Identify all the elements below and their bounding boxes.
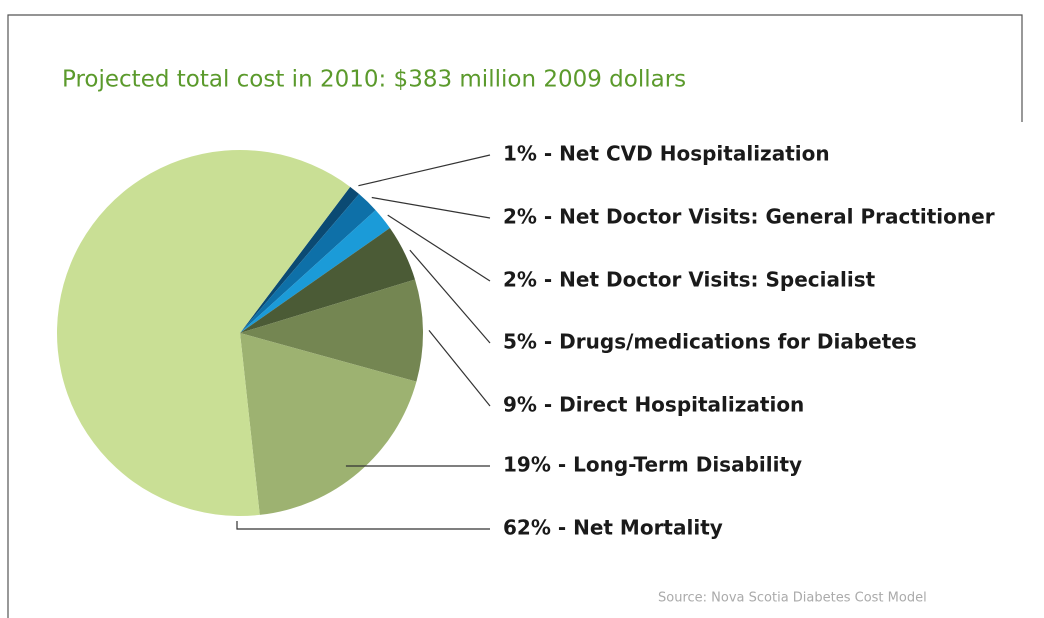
data-label: 5% - Drugs/medications for Diabetes: [503, 330, 917, 354]
pie-slice: [240, 194, 376, 333]
pie-slice: [240, 228, 416, 333]
data-label: 2% - Net Doctor Visits: Specialist: [503, 268, 876, 292]
pie-slice: [240, 333, 417, 515]
leader-line: [371, 196, 491, 219]
data-label: 1% - Net CVD Hospitalization: [503, 142, 830, 166]
data-label: 2% - Net Doctor Visits: General Practiti…: [503, 205, 995, 229]
leader-line: [409, 249, 491, 344]
leader-line: [428, 329, 491, 407]
pie-slice: [240, 279, 424, 382]
pie-slice: [57, 149, 351, 516]
pie-slice: [240, 186, 360, 333]
leader-line: [358, 154, 491, 187]
data-label: 19% - Long-Term Disability: [503, 453, 802, 477]
data-label: 9% - Direct Hospitalization: [503, 393, 804, 417]
data-label: 62% - Net Mortality: [503, 516, 723, 540]
frame: [7, 14, 1023, 618]
leader-line: [236, 521, 490, 530]
source: Source: Nova Scotia Diabetes Cost Model: [658, 591, 927, 606]
pie-slice: [240, 210, 390, 333]
leader-line: [387, 214, 491, 282]
chart-title: Projected total cost in 2010: $383 milli…: [62, 67, 686, 93]
